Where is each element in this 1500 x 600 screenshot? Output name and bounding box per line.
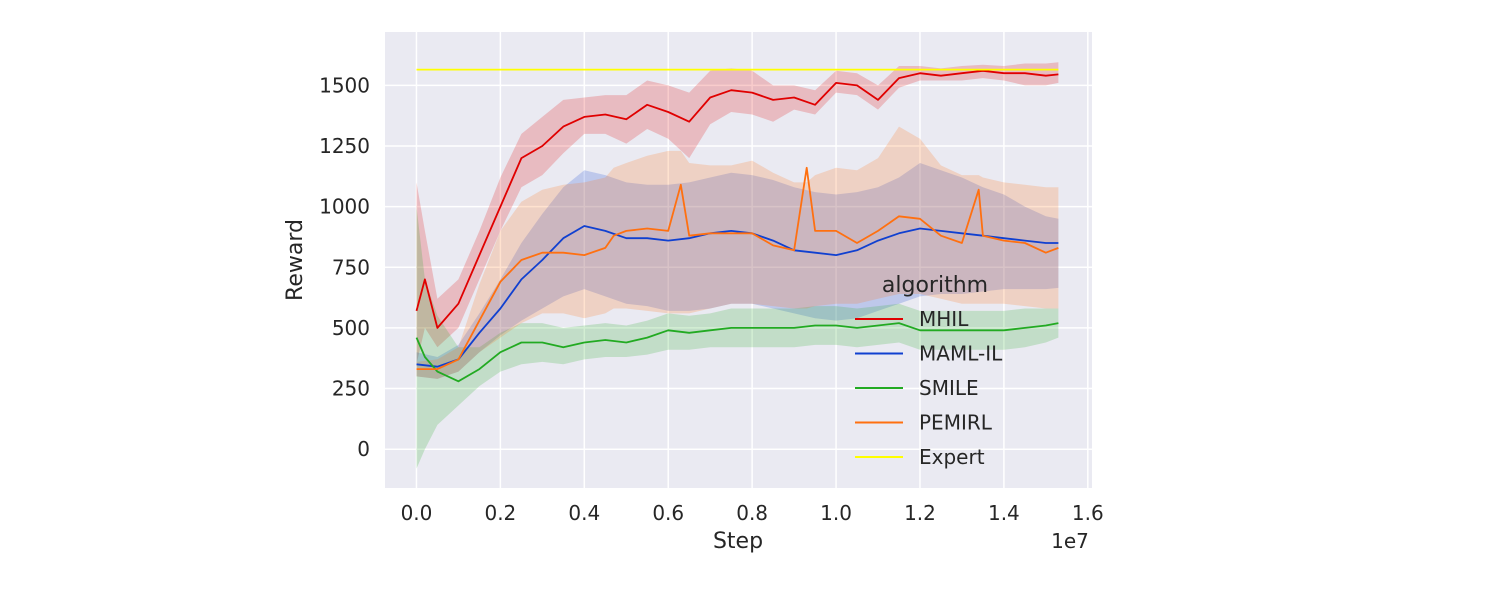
- x-axis-offset-label: 1e7: [1051, 529, 1089, 553]
- legend-label-pemirl: PEMIRL: [919, 411, 993, 435]
- smile-band: [416, 206, 1059, 469]
- smile-line: [415, 322, 1059, 383]
- x-tick-label: 1.4: [988, 501, 1020, 525]
- x-tick-label: 0.6: [652, 501, 684, 525]
- x-tick-label: 0.0: [401, 501, 433, 525]
- y-tick-label: 0: [357, 437, 370, 461]
- x-tick-label: 0.8: [736, 501, 768, 525]
- y-tick-label: 500: [332, 316, 370, 340]
- x-tick-label: 0.4: [568, 501, 600, 525]
- maml-il-line: [416, 225, 1059, 368]
- grid: [385, 32, 1092, 488]
- y-axis-label: Reward: [283, 219, 308, 301]
- y-tick-label: 1500: [319, 73, 370, 97]
- plot-background: [385, 32, 1092, 488]
- legend-label-maml-il: MAML-IL: [919, 342, 1003, 366]
- y-tick-label: 750: [332, 255, 370, 279]
- mhil-band: [416, 62, 1059, 365]
- legend-label-expert: Expert: [919, 445, 985, 469]
- x-tick-labels: 0.0 0.2 0.4 0.6 0.8 1.0 1.2 1.4 1.6: [401, 501, 1104, 525]
- legend-title: algorithm: [882, 273, 988, 298]
- y-tick-labels: 0 250 500 750 1000 1250 1500: [319, 73, 370, 461]
- y-tick-label: 250: [332, 377, 370, 401]
- x-tick-label: 1.2: [904, 501, 936, 525]
- series-lines: [415, 68, 1059, 383]
- pemirl-line: [416, 166, 1059, 371]
- legend-label-smile: SMILE: [919, 376, 979, 400]
- x-tick-label: 1.0: [820, 501, 852, 525]
- x-tick-label: 0.2: [484, 501, 516, 525]
- pemirl-band: [416, 126, 1059, 379]
- x-tick-label: 1.6: [1072, 501, 1104, 525]
- legend: algorithm MHIL MAML-IL SMILE PEMIRL Expert: [855, 273, 1003, 469]
- y-tick-label: 1250: [319, 134, 370, 158]
- mhil-line: [415, 69, 1059, 329]
- x-axis-label: Step: [713, 529, 763, 554]
- legend-label-mhil: MHIL: [919, 307, 969, 331]
- y-tick-label: 1000: [319, 195, 370, 219]
